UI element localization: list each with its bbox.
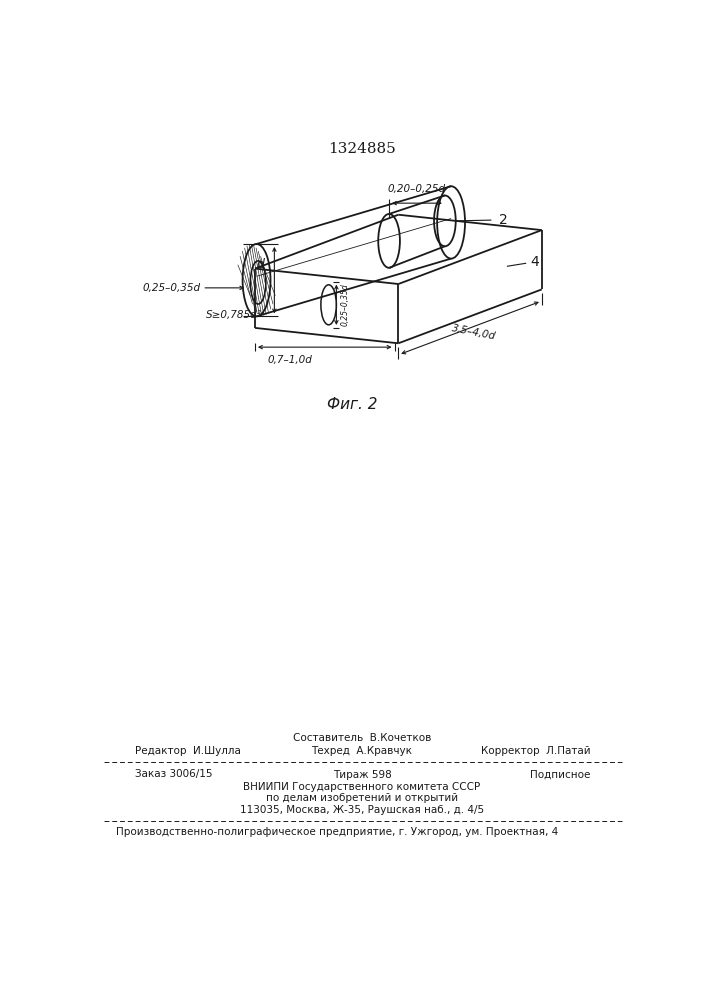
Text: 0,25–0,35d: 0,25–0,35d xyxy=(143,283,201,293)
Text: 2: 2 xyxy=(499,213,508,227)
Text: Редактор  И.Шулла: Редактор И.Шулла xyxy=(135,746,241,756)
Text: 4: 4 xyxy=(530,255,539,269)
Text: 0,25–0,35d: 0,25–0,35d xyxy=(341,283,350,326)
Text: Заказ 3006/15: Заказ 3006/15 xyxy=(135,770,212,780)
Text: Фиг. 2: Фиг. 2 xyxy=(327,397,377,412)
Text: по делам изобретений и открытий: по делам изобретений и открытий xyxy=(266,793,458,803)
Text: Подписное: Подписное xyxy=(530,770,590,780)
Text: Составитель  В.Кочетков: Составитель В.Кочетков xyxy=(293,733,431,743)
Text: 1324885: 1324885 xyxy=(328,142,396,156)
Text: Корректор  Л.Патай: Корректор Л.Патай xyxy=(481,746,590,756)
Text: d: d xyxy=(257,258,264,271)
Text: Тираж 598: Тираж 598 xyxy=(332,770,392,780)
Text: S≥0,785d²: S≥0,785d² xyxy=(206,310,262,320)
Text: Производственно-полиграфическое предприятие, г. Ужгород, ум. Проектная, 4: Производственно-полиграфическое предприя… xyxy=(115,827,558,837)
Text: 3,5–4,0d: 3,5–4,0d xyxy=(450,323,496,342)
Text: ВНИИПИ Государственного комитета СССР: ВНИИПИ Государственного комитета СССР xyxy=(243,782,481,792)
Text: 0,7–1,0d: 0,7–1,0d xyxy=(267,355,312,365)
Text: 0,20–0,25d: 0,20–0,25d xyxy=(388,184,446,194)
Text: Техред  А.Кравчук: Техред А.Кравчук xyxy=(312,746,412,756)
Text: 113035, Москва, Ж-35, Раушская наб., д. 4/5: 113035, Москва, Ж-35, Раушская наб., д. … xyxy=(240,805,484,815)
